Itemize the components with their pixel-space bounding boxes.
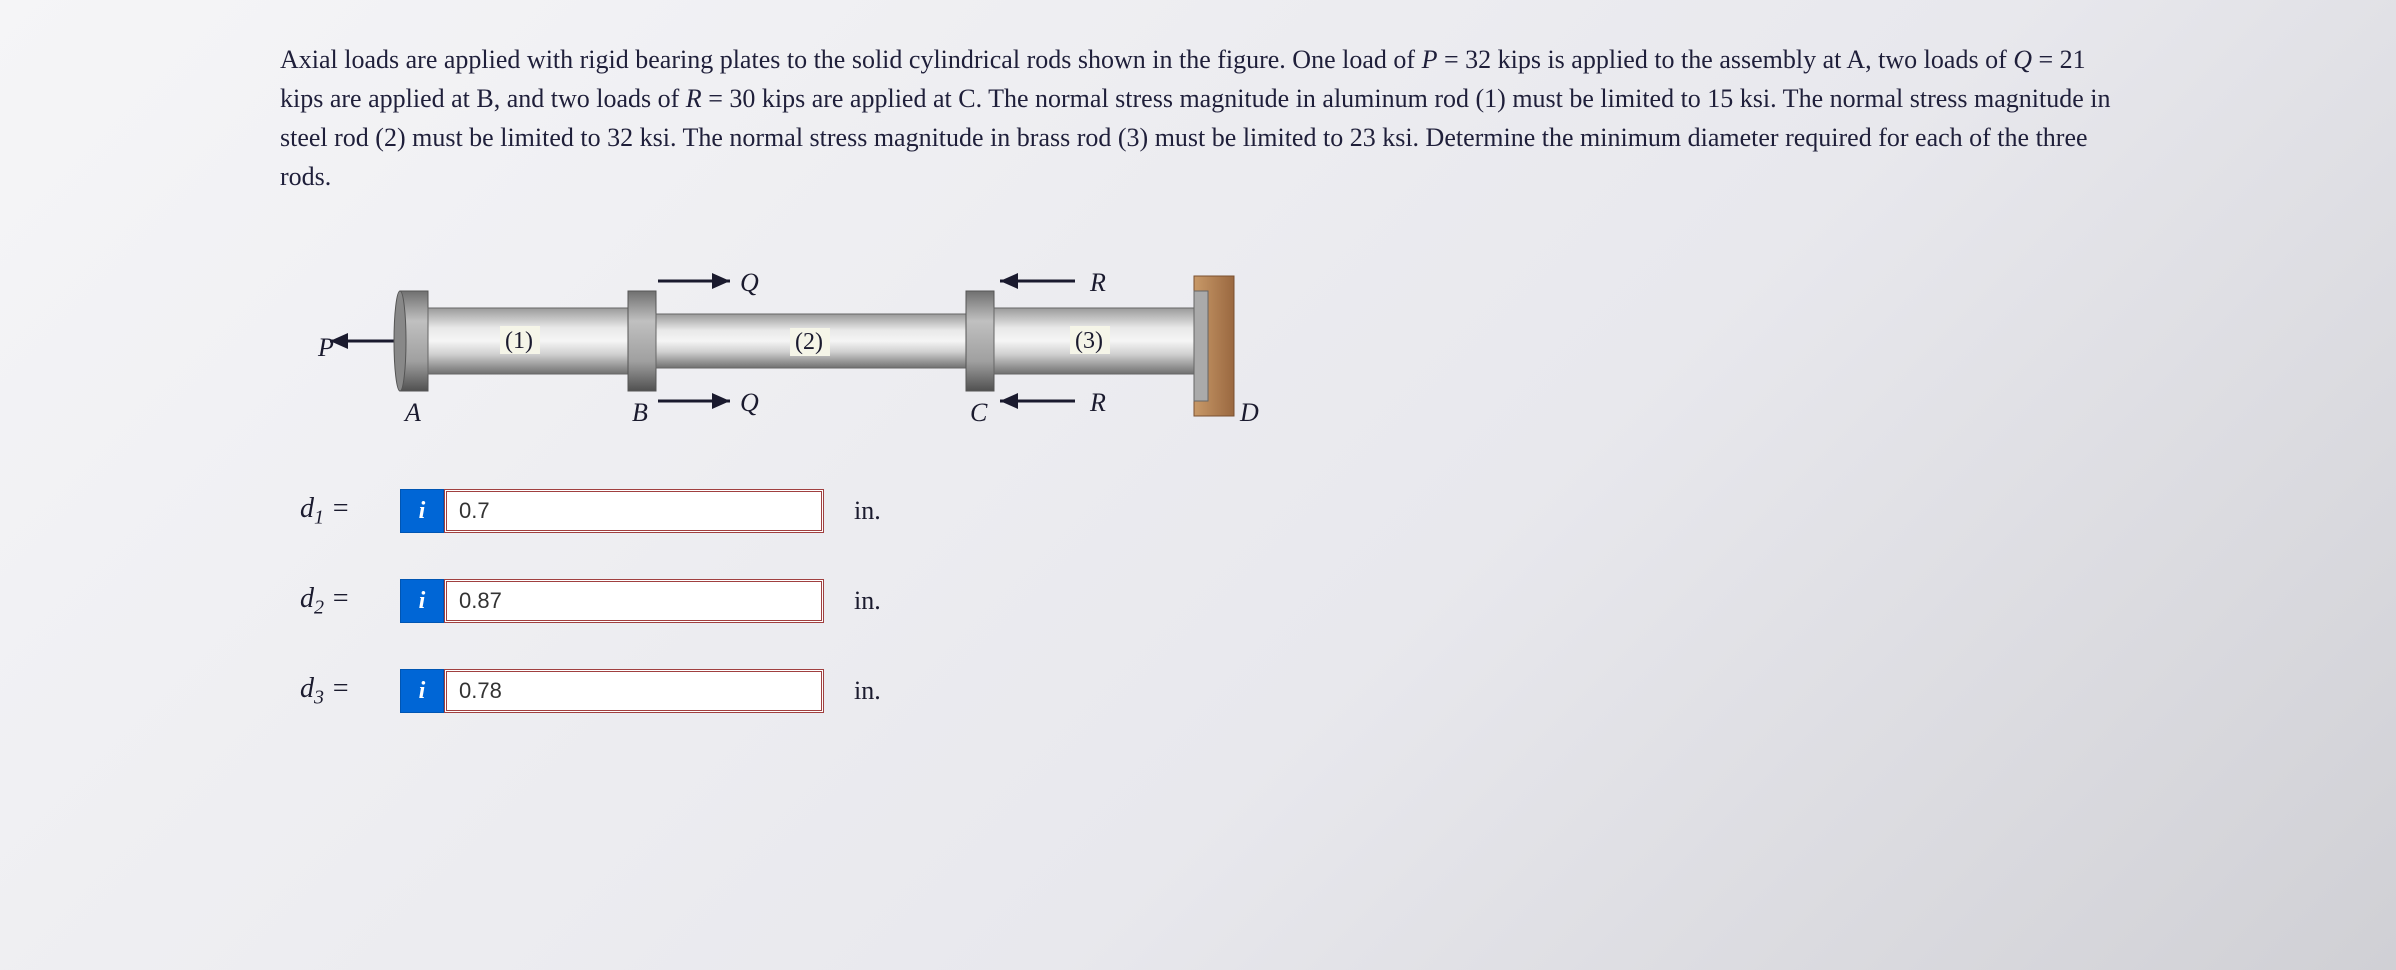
problem-text-2: = 32 kips is applied to the assembly at … (1437, 45, 2013, 74)
rod-diagram-svg: P A (1) B Q Q (2) C R R (300, 236, 1400, 456)
label-d3: d3 = (300, 673, 400, 710)
label-C: C (970, 398, 988, 427)
input-d2[interactable] (444, 579, 824, 623)
label-d1: d1 = (300, 493, 400, 530)
label-B: B (632, 398, 648, 427)
var-Q: Q (2013, 45, 2032, 74)
label-Q-top: Q (740, 268, 759, 297)
label-R-bot: R (1089, 388, 1106, 417)
label-rod3: (3) (1075, 328, 1103, 354)
plate-C (966, 291, 994, 391)
label-A: A (403, 398, 421, 427)
info-icon-d3[interactable]: i (400, 669, 444, 713)
input-d3[interactable] (444, 669, 824, 713)
label-d2: d2 = (300, 583, 400, 620)
unit-d1: in. (854, 496, 881, 526)
label-rod1: (1) (505, 328, 533, 354)
problem-statement: Axial loads are applied with rigid beari… (280, 40, 2116, 196)
var-P: P (1422, 45, 1438, 74)
plate-B (628, 291, 656, 391)
unit-d2: in. (854, 586, 881, 616)
label-R-top: R (1089, 268, 1106, 297)
problem-text-1: Axial loads are applied with rigid beari… (280, 45, 1422, 74)
answers-section: d1 = i in. d2 = i in. d3 = i in. (300, 486, 2116, 716)
unit-d3: in. (854, 676, 881, 706)
rod-figure: P A (1) B Q Q (2) C R R (300, 236, 1400, 456)
label-rod2: (2) (795, 329, 823, 355)
answer-row-d1: d1 = i in. (300, 486, 2116, 536)
info-icon-d1[interactable]: i (400, 489, 444, 533)
var-R: R (686, 84, 702, 113)
answer-row-d2: d2 = i in. (300, 576, 2116, 626)
info-icon-d2[interactable]: i (400, 579, 444, 623)
label-Q-bot: Q (740, 388, 759, 417)
label-P: P (317, 333, 334, 362)
label-D: D (1239, 398, 1259, 427)
answer-row-d3: d3 = i in. (300, 666, 2116, 716)
input-d1[interactable] (444, 489, 824, 533)
